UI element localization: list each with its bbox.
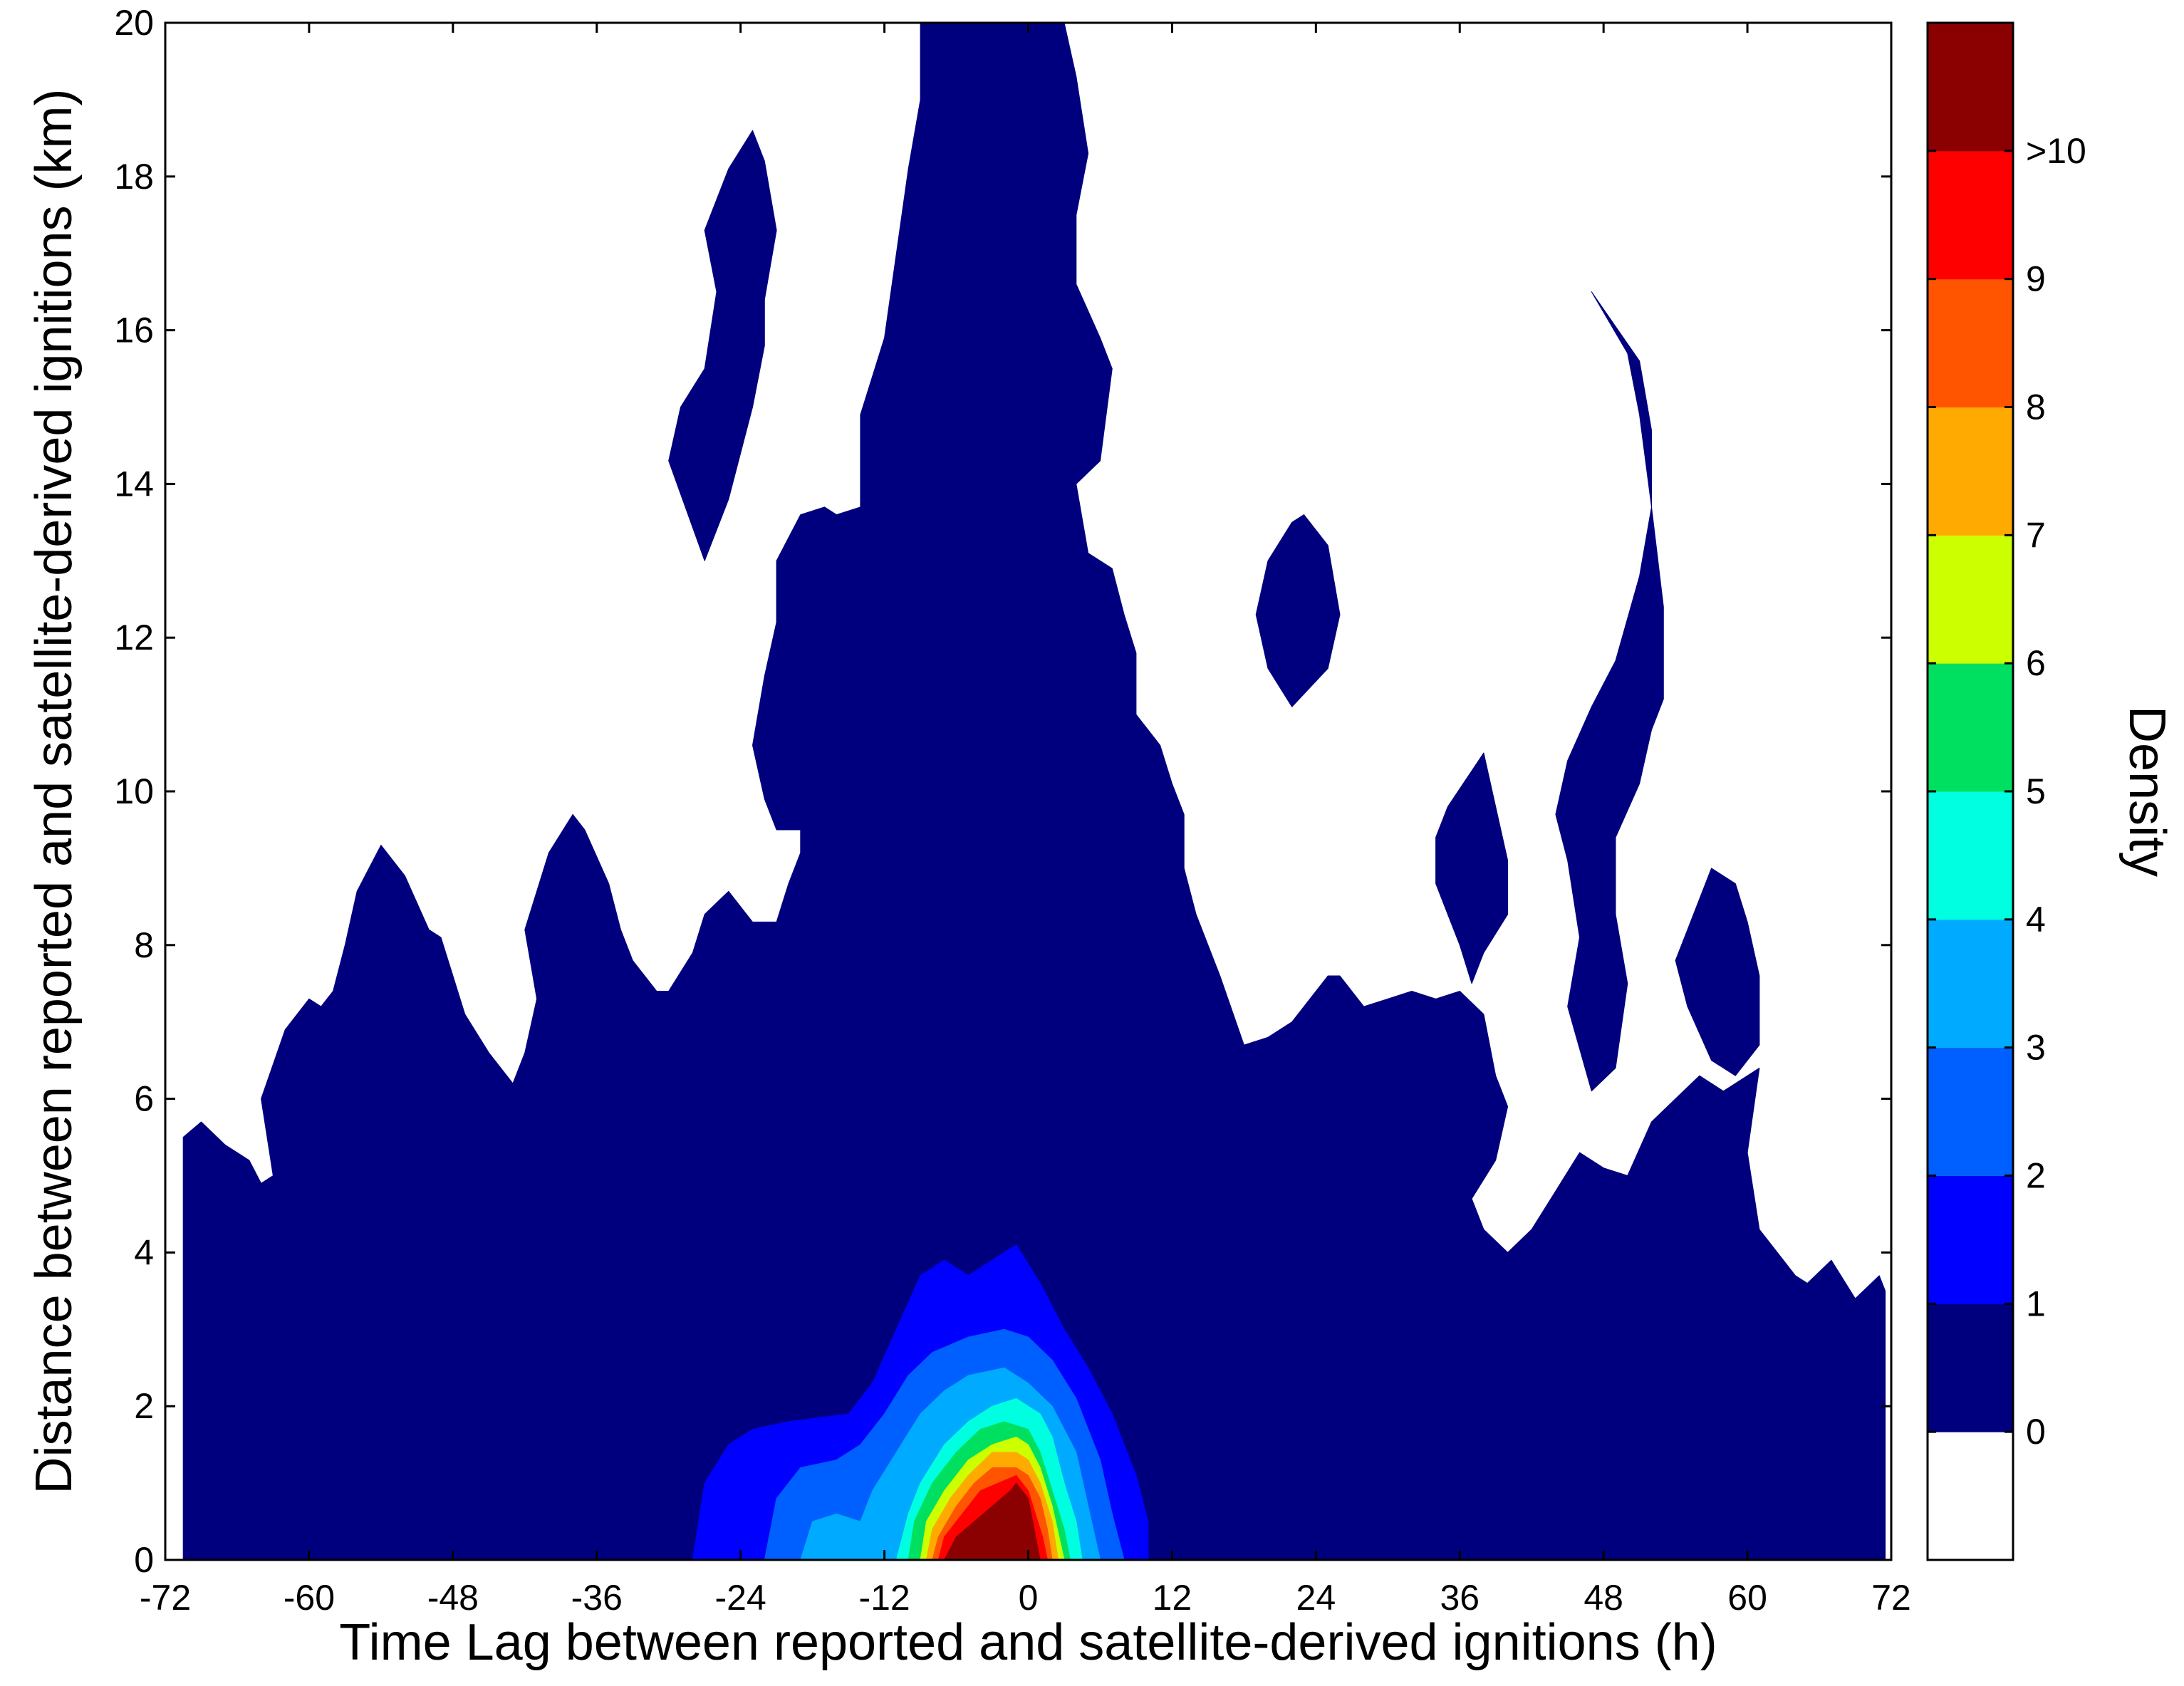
x-tick-label: -24 — [715, 1578, 766, 1618]
x-tick-label: 72 — [1871, 1578, 1911, 1618]
colorbar-tick-label: 9 — [2026, 259, 2046, 299]
contour-region-level-11-15 — [944, 1482, 1041, 1561]
colorbar-swatch-4 — [1928, 919, 2013, 1048]
colorbar-tick-label: 7 — [2026, 515, 2046, 555]
contour-region-level-1-3 — [1555, 291, 1664, 1092]
y-tick-label: 12 — [114, 618, 154, 657]
x-tick-label: -60 — [284, 1578, 335, 1618]
x-tick-label: 48 — [1584, 1578, 1623, 1618]
x-tick-label: -12 — [858, 1578, 910, 1618]
x-tick-label: 12 — [1153, 1578, 1192, 1618]
colorbar-tick-label: >10 — [2026, 131, 2086, 171]
y-tick-label: 20 — [114, 3, 154, 43]
x-tick-label: 36 — [1440, 1578, 1480, 1618]
y-tick-label: 0 — [134, 1540, 154, 1580]
y-tick-label: 2 — [134, 1386, 154, 1426]
colorbar-tick-label: 8 — [2026, 387, 2046, 427]
colorbar-swatch-8 — [1928, 407, 2013, 536]
colorbar-tick-label: 0 — [2026, 1412, 2046, 1452]
colorbar-tick-label: 5 — [2026, 771, 2046, 811]
colorbar-swatch-2 — [1928, 1175, 2013, 1304]
y-tick-label: 14 — [114, 464, 154, 504]
x-tick-label: 60 — [1727, 1578, 1767, 1618]
y-tick-label: 16 — [114, 311, 154, 350]
x-axis: -72 -60 -48 -36 -24 -12 0 12 24 36 48 60 72 — [140, 23, 1911, 1618]
y-axis: 0 2 4 6 8 10 12 14 16 18 20 — [114, 3, 1891, 1580]
colorbar-tick-label: 2 — [2026, 1156, 2046, 1196]
colorbar-swatch-5 — [1928, 791, 2013, 920]
colorbar-title: Density — [2118, 706, 2175, 877]
colorbar-swatch-0 — [1928, 1432, 2013, 1561]
x-tick-label: -72 — [140, 1578, 191, 1618]
x-axis-title: Time Lag between reported and satellite-… — [339, 1614, 1717, 1671]
contour-regions — [182, 22, 1886, 1561]
y-axis-title: Distance between reported and satellite-… — [26, 88, 83, 1494]
x-tick-label: -36 — [571, 1578, 623, 1618]
contour-region-level-1-1 — [668, 130, 777, 561]
colorbar-swatch-10 — [1928, 150, 2013, 280]
x-tick-label: 0 — [1019, 1578, 1039, 1618]
y-tick-label: 6 — [134, 1079, 154, 1119]
colorbar-tick-label: 3 — [2026, 1028, 2046, 1068]
colorbar-swatch-7 — [1928, 535, 2013, 664]
x-tick-label: 24 — [1296, 1578, 1336, 1618]
colorbar-tick-label: 4 — [2026, 900, 2046, 940]
y-tick-label: 4 — [134, 1232, 154, 1272]
contour-region-level-1-0 — [182, 22, 1886, 1561]
y-tick-label: 18 — [114, 157, 154, 197]
contour-region-level-1-4 — [1435, 752, 1509, 984]
contour-region-level-1-2 — [1255, 514, 1341, 707]
y-tick-label: 8 — [134, 925, 154, 965]
colorbar: 0 1 2 3 4 5 6 7 8 9 >10 — [1926, 21, 2086, 1561]
x-tick-label: -48 — [427, 1578, 479, 1618]
colorbar-tick-label: 6 — [2026, 643, 2046, 683]
contour-region-level-1-5 — [1675, 868, 1760, 1076]
colorbar-swatch-11 — [1928, 23, 2013, 152]
colorbar-swatch-1 — [1928, 1303, 2013, 1432]
colorbar-tick-label: 1 — [2026, 1284, 2046, 1323]
y-tick-label: 10 — [114, 771, 154, 811]
colorbar-swatch-3 — [1928, 1047, 2013, 1176]
colorbar-swatch-9 — [1928, 279, 2013, 407]
colorbar-swatch-6 — [1928, 663, 2013, 792]
